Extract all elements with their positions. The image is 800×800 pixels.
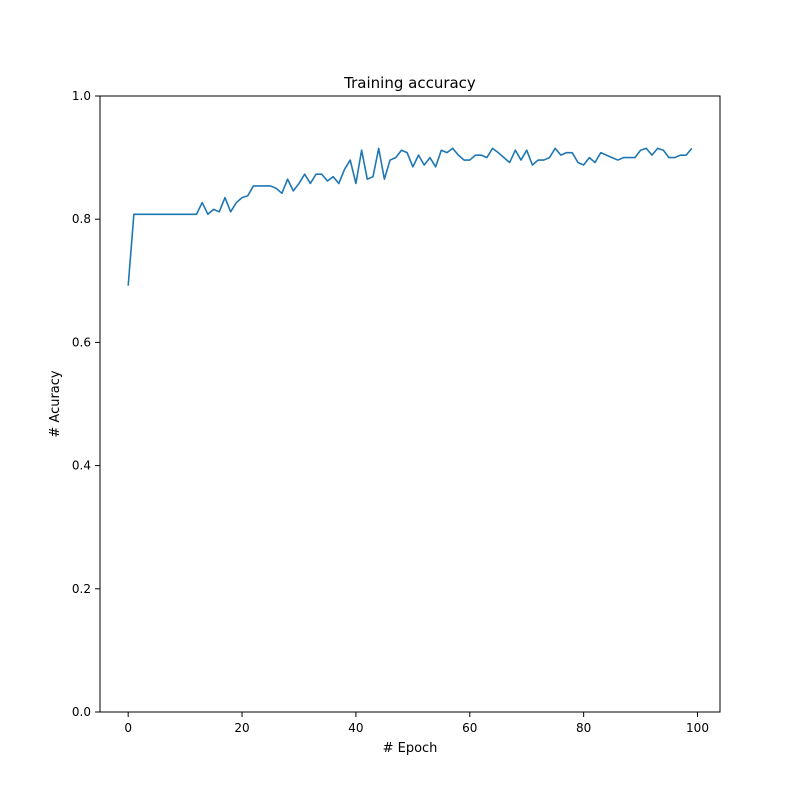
y-tick-label: 0.4: [72, 459, 91, 473]
plot-area-frame: [99, 95, 721, 713]
accuracy-series-line: [127, 147, 693, 286]
y-tick-label: 0.6: [72, 335, 91, 349]
x-tick-label: 80: [576, 721, 591, 735]
x-tick-label: 20: [234, 721, 249, 735]
x-axis-label: # Epoch: [383, 741, 438, 756]
chart-title: Training accuracy: [343, 74, 476, 92]
x-axis-ticks: 0 20 40 60 80 100: [124, 712, 709, 735]
x-tick-label: 60: [462, 721, 477, 735]
x-tick-label: 40: [348, 721, 363, 735]
x-tick-label: 0: [124, 721, 132, 735]
y-tick-label: 0.8: [72, 212, 91, 226]
x-tick-label: 100: [686, 721, 709, 735]
y-tick-label: 0.2: [72, 582, 91, 596]
y-tick-label: 1.0: [72, 89, 91, 103]
y-tick-label: 0.0: [72, 705, 91, 719]
y-axis-ticks: 0.0 0.2 0.4 0.6 0.8 1.0: [72, 89, 100, 719]
y-axis-label: # Acuracy: [48, 370, 63, 438]
